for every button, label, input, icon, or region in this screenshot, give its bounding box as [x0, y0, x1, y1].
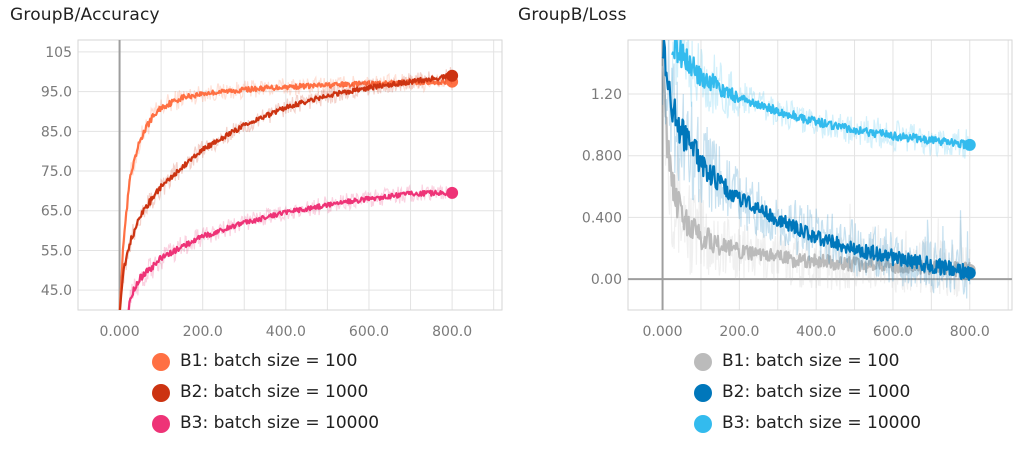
loss-title: GroupB/Loss	[518, 5, 627, 25]
accuracy-title: GroupB/Accuracy	[10, 5, 160, 25]
x-tick-label: 0.000	[100, 324, 140, 340]
y-tick-label: 85.0	[41, 124, 72, 140]
x-tick-label: 600.0	[873, 324, 913, 340]
legend-swatch	[694, 384, 712, 402]
plot-frame	[627, 39, 1013, 311]
accuracy-legend: B1: batch size = 100 B2: batch size = 100…	[152, 350, 482, 440]
legend-swatch	[694, 415, 712, 433]
series-line	[118, 67, 454, 310]
x-tick-label: 200.0	[183, 324, 223, 340]
series-line	[127, 184, 453, 310]
y-tick-label: 0.400	[582, 210, 622, 226]
legend-label: B1: batch size = 100	[180, 351, 358, 371]
y-tick-label: 45.0	[41, 283, 72, 299]
legend-label: B2: batch size = 1000	[180, 382, 369, 402]
accuracy-panel: GroupB/Accuracy 0.000 200.0 400.0 600.0 800.…	[0, 0, 510, 450]
legend-label: B1: batch size = 100	[722, 351, 900, 371]
x-tick-label: 600.0	[349, 324, 389, 340]
x-tick-label: 400.0	[266, 324, 306, 340]
series-end-marker	[446, 186, 459, 199]
accuracy-chart: 0.000 200.0 400.0 600.0 800.0 45.0 55.0 65.0 75.…	[41, 39, 503, 340]
legend-swatch	[152, 353, 170, 371]
y-tick-label: 0.800	[582, 149, 622, 165]
series-raw-trace	[127, 184, 453, 310]
series-raw-trace	[662, 40, 971, 299]
series-smoothed-trace	[118, 78, 453, 310]
plot-frame	[77, 39, 503, 311]
loss-legend: B1: batch size = 100 B2: batch size = 100…	[694, 350, 1014, 440]
series-smoothed-trace	[661, 40, 971, 281]
series-smoothed-trace	[118, 73, 454, 310]
legend-swatch	[152, 415, 170, 433]
grid	[77, 40, 502, 310]
series-end-marker	[963, 138, 976, 151]
series-line	[671, 40, 971, 159]
y-tick-label: 0.00	[591, 272, 622, 288]
series-smoothed-trace	[661, 65, 971, 278]
x-tick-label: 400.0	[796, 324, 836, 340]
legend-label: B3: batch size = 10000	[722, 413, 922, 433]
legend-label: B3: batch size = 10000	[180, 413, 380, 433]
y-tick-label: 75.0	[41, 164, 72, 180]
x-tick-label: 800.0	[950, 324, 990, 340]
y-tick-label: 105	[45, 45, 72, 61]
x-tick-label: 0.000	[643, 324, 683, 340]
y-tick-label: 65.0	[41, 204, 72, 220]
y-tick-label: 95.0	[41, 85, 72, 101]
series-line	[661, 40, 971, 299]
y-tick-label: 1.20	[591, 87, 622, 103]
series-smoothed-trace	[671, 40, 971, 150]
y-tick-label: 55.0	[41, 243, 72, 259]
x-tick-label: 200.0	[719, 324, 759, 340]
loss-panel: GroupB/Loss 0.000 200.0 400.0 600.0 800.0 0.0…	[510, 0, 1023, 450]
series-smoothed-trace	[127, 189, 453, 310]
legend-swatch	[694, 353, 712, 371]
series-end-marker	[963, 266, 976, 279]
loss-chart: 0.000 200.0 400.0 600.0 800.0 0.00 0.400 0.800 1…	[582, 39, 1013, 340]
x-tick-label: 800.0	[432, 324, 472, 340]
series-end-marker	[446, 69, 459, 82]
legend-label: B2: batch size = 1000	[722, 382, 911, 402]
legend-swatch	[152, 384, 170, 402]
